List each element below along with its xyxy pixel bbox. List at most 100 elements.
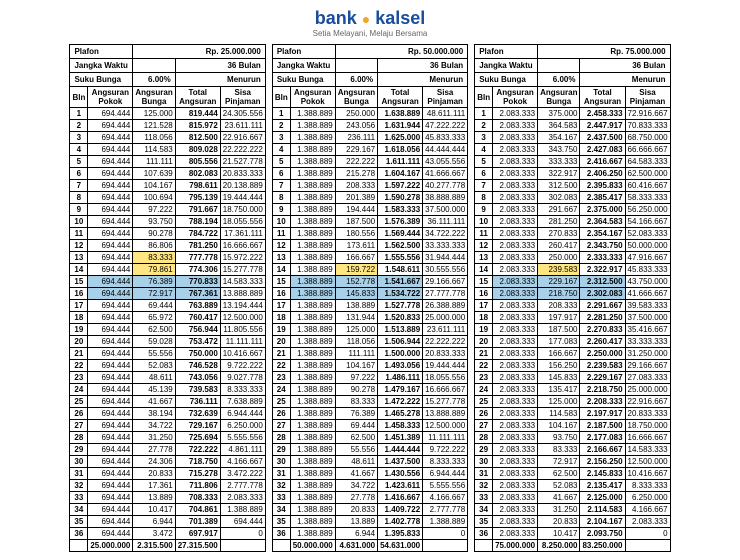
table-row: 8694.444100.694795.13919.444.444 [70,192,265,204]
cell: 1.388.889 [290,432,335,444]
cell: 1.631.944 [378,120,423,132]
cell: 12 [475,240,493,252]
cell: 118.056 [133,132,175,144]
cell: 16 [475,288,493,300]
table-row: 171.388.889138.8891.527.77826.388.889 [272,300,467,312]
cell: 8.333.333 [220,384,265,396]
cell: 343.750 [538,144,580,156]
hdr-menurun: Menurun [175,73,265,87]
cell: 2.333.333 [580,252,625,264]
cell: 31.250 [133,432,175,444]
cell: 222.222 [335,156,377,168]
cell: 1.388.889 [290,156,335,168]
cell: 694.444 [88,192,133,204]
cell: 2.083.333 [493,360,538,372]
cell: 152.778 [335,276,377,288]
cell: 11 [272,228,290,240]
cell: 10 [70,216,88,228]
cell: 2.093.750 [580,528,625,540]
cell: 2.104.167 [580,516,625,528]
cell: 291.667 [538,204,580,216]
cell: 20.833.333 [220,168,265,180]
cell: 38.888.889 [423,192,468,204]
cell: 125.000 [335,324,377,336]
cell: 0 [625,528,670,540]
cell: 52.083.333 [625,228,670,240]
table-row: 42.083.333343.7502.427.08366.666.667 [475,144,670,156]
cell: 37.500.000 [423,204,468,216]
cell: 47.916.667 [625,252,670,264]
cell: 45.833.333 [625,264,670,276]
cell: 187.500 [335,216,377,228]
cell: 34 [475,504,493,516]
cell: 4 [70,144,88,156]
cell: 14 [272,264,290,276]
cell: 13 [70,252,88,264]
cell: 29 [272,444,290,456]
cell: 28 [70,432,88,444]
amortization-table: PlafonRp. 75.000.000Jangka Waktu36 Bulan… [474,44,670,552]
hdr-period: 36 Bulan [378,59,468,73]
cell: 93.750 [133,216,175,228]
cell: 708.333 [175,492,220,504]
cell: 28 [272,432,290,444]
cell: 6.944 [335,528,377,540]
cell: 13 [475,252,493,264]
table-row: 21.388.889243.0561.631.94447.222.222 [272,120,467,132]
cell: 694.444 [88,348,133,360]
cell: 6.944.444 [423,468,468,480]
cell: 2.083.333 [493,480,538,492]
cell: 2.416.667 [580,156,625,168]
cell: 1.576.389 [378,216,423,228]
cell: 1.388.889 [290,276,335,288]
cell: 746.528 [175,360,220,372]
table-row: 191.388.889125.0001.513.88923.611.111 [272,324,467,336]
cell: 2.083.333 [493,336,538,348]
cell: 312.500 [538,180,580,192]
cell: 159.722 [335,264,377,276]
col-total-angs: TotalAngsuran [378,87,423,108]
cell: 1.500.000 [378,348,423,360]
cell: 36 [70,528,88,540]
table-row: 291.388.88955.5561.444.4449.722.222 [272,444,467,456]
cell: 25 [475,396,493,408]
cell: 9.722.222 [423,444,468,456]
cell: 100.694 [133,192,175,204]
hdr-plafon-val: Rp. 75.000.000 [538,45,670,59]
table-row: 28694.44431.250725.6945.555.556 [70,432,265,444]
hdr-plafon: Plafon [475,45,538,59]
cell: 729.167 [175,420,220,432]
cell: 1.388.889 [290,264,335,276]
cell: 2.166.667 [580,444,625,456]
cell: 1 [272,108,290,120]
cell: 250.000 [335,108,377,120]
table-row: 22694.44452.083746.5289.722.222 [70,360,265,372]
cell: 29.166.667 [625,360,670,372]
table-row: 342.083.33331.2502.114.5834.166.667 [475,504,670,516]
cell: 694.444 [88,168,133,180]
cell: 60.416.667 [625,180,670,192]
cell: 52.083 [133,360,175,372]
cell: 715.278 [175,468,220,480]
cell: 2.083.333 [220,492,265,504]
cell: 23.611.111 [423,324,468,336]
cell: 2.083.333 [493,120,538,132]
cell: 21.527.778 [220,156,265,168]
cell: 27.777.778 [423,288,468,300]
col-total-angs: TotalAngsuran [580,87,625,108]
cell: 1.402.778 [378,516,423,528]
cell: 1 [475,108,493,120]
cell: 18.750.000 [220,204,265,216]
cell: 22.916.667 [220,132,265,144]
cell: 791.667 [175,204,220,216]
cell: 30 [272,456,290,468]
cell: 21 [475,348,493,360]
cell: 2 [70,120,88,132]
cell: 166.667 [538,348,580,360]
cell: 24 [475,384,493,396]
cell: 48.611 [335,456,377,468]
cell: 12.500.000 [220,312,265,324]
table-row: 51.388.889222.2221.611.11143.055.556 [272,156,467,168]
cell: 694.444 [88,336,133,348]
cell: 2.083.333 [493,324,538,336]
